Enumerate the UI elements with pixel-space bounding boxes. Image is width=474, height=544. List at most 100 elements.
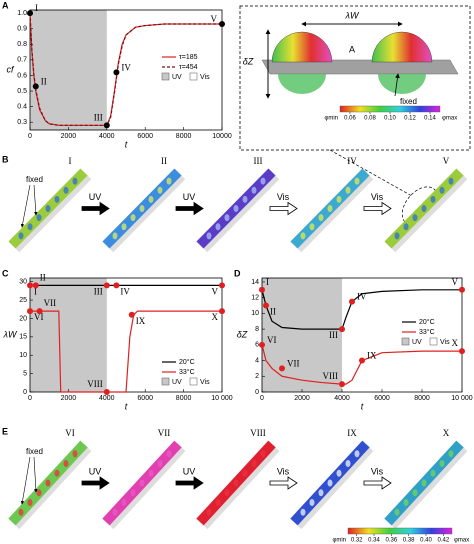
legend-label: 20°C	[179, 358, 195, 366]
transition-arrow	[363, 201, 392, 216]
transition-label: UV	[89, 192, 102, 202]
point-label: A	[349, 44, 355, 54]
rod-spot	[45, 479, 51, 487]
state-point	[219, 308, 225, 315]
rod-spot	[300, 508, 306, 516]
fixed-label: fixed	[400, 97, 417, 106]
plot-frame	[29, 9, 223, 131]
rod-spot	[421, 205, 427, 212]
legend-swatch	[429, 337, 438, 346]
rod-spot	[448, 177, 454, 185]
y-tick-label: 14	[251, 279, 259, 286]
state-point	[359, 357, 365, 364]
colorbar-tick-label: 0.14	[424, 116, 436, 122]
colorbar-tick-label: 0.32	[351, 538, 363, 544]
rod-spot	[54, 195, 60, 203]
x-tick-label: 6000	[374, 395, 390, 402]
inset-dome	[378, 74, 426, 94]
rod-spot	[336, 195, 342, 203]
rod-spot	[242, 469, 248, 477]
state-point	[219, 21, 225, 28]
rod-spot	[318, 214, 324, 222]
rod-spot	[166, 450, 172, 458]
state-point	[279, 365, 285, 372]
y-tick-label: 6	[255, 342, 259, 349]
state-label: VIII	[323, 371, 339, 381]
state-point	[103, 389, 110, 395]
colorbar-tick-label: 0.08	[364, 116, 376, 122]
y-tick-label: 0.7	[17, 57, 27, 64]
state-label: VI	[267, 335, 277, 345]
colorbar-tick-label: 0.34	[368, 538, 380, 544]
rod-spot	[72, 450, 78, 458]
rod-spot	[121, 223, 127, 231]
rod-spot	[251, 460, 257, 467]
inset-frame	[239, 5, 471, 151]
transition-arrow	[81, 201, 110, 216]
fixed-pointer	[33, 184, 38, 216]
state-point	[27, 10, 33, 17]
stage-label: VIII	[250, 428, 266, 438]
rod-spot	[206, 232, 212, 240]
width-label: λW	[345, 10, 360, 20]
x-tick-label: 0	[28, 395, 32, 402]
rod-spot	[215, 499, 221, 506]
state-label: III	[94, 112, 103, 122]
state-point	[339, 381, 345, 388]
transition-label: UV	[183, 192, 196, 202]
x-tick-label: 2000	[61, 133, 77, 140]
colorbar	[339, 105, 441, 113]
y-tick-label: 0.8	[17, 41, 27, 48]
rod-spot	[318, 489, 324, 497]
y-tick-label: 1.0	[17, 10, 27, 17]
transition-arrow	[175, 476, 204, 490]
x-axis-label: t	[125, 401, 128, 411]
colorbar-tick-label: 0.12	[404, 116, 416, 122]
y-tick-label: 0.6	[17, 72, 27, 79]
rod-spot	[300, 232, 306, 240]
state-label: X	[452, 338, 459, 348]
stage-label: I	[69, 156, 72, 166]
state-point	[32, 282, 39, 289]
colorbar-tick-label: 0.38	[403, 538, 415, 544]
fixed-pointer	[33, 456, 38, 493]
state-label: IV	[357, 292, 367, 302]
rod-spot	[18, 508, 24, 516]
state-label: I	[266, 277, 269, 287]
rod-spot	[139, 479, 145, 487]
state-label: II	[41, 76, 47, 86]
state-label: VIII	[87, 379, 103, 389]
rod-spot	[260, 177, 266, 185]
state-point	[459, 286, 465, 293]
y-tick-label: 0.9	[17, 26, 27, 33]
state-label: II	[270, 307, 276, 317]
legend-swatch	[189, 72, 198, 81]
rod-spot	[309, 499, 315, 506]
y-tick-label: 4	[255, 357, 259, 364]
fixed-pointer	[20, 184, 31, 228]
rod-spot	[45, 205, 51, 212]
rod-spot	[166, 177, 172, 185]
legend-label: Vis	[440, 339, 450, 346]
rod-spot	[112, 508, 118, 516]
colorbar-tick-label: 0.40	[420, 538, 432, 544]
state-label: VII	[287, 358, 300, 368]
state-label: IV	[120, 286, 130, 296]
colorbar-tick-label: 0.06	[344, 116, 356, 122]
colorbar-max-label: φmax	[454, 538, 469, 544]
rod-spot	[130, 214, 136, 222]
colorbar	[347, 527, 453, 535]
colorbar-tick-label: 0.42	[437, 538, 449, 544]
rod-spot	[430, 469, 436, 477]
rod-spot	[130, 489, 136, 497]
legend-swatch	[401, 337, 410, 346]
x-tick-label: 2000	[61, 395, 77, 402]
state-label: IX	[367, 351, 377, 361]
x-tick-label: 0	[28, 133, 32, 140]
state-label: V	[212, 286, 219, 296]
transition-arrow	[81, 476, 110, 490]
rod-spot	[394, 508, 400, 516]
state-label: IV	[121, 62, 131, 72]
transition-label: Vis	[371, 466, 384, 476]
transition-arrow	[269, 201, 298, 216]
